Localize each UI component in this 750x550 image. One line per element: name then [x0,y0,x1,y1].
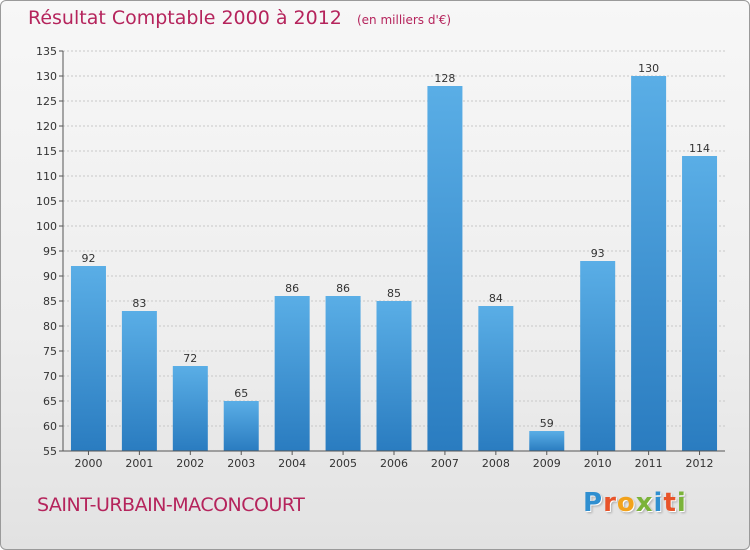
bar [529,431,565,451]
data-label: 86 [285,282,299,295]
x-tick-label: 2004 [278,457,306,470]
y-tick-label: 75 [43,345,57,358]
data-label: 114 [689,142,710,155]
data-label: 83 [132,297,146,310]
x-tick-label: 2008 [482,457,510,470]
y-tick-label: 130 [36,70,57,83]
x-tick-label: 2007 [431,457,459,470]
x-tick-label: 2006 [380,457,408,470]
data-label: 65 [234,387,248,400]
data-label: 86 [336,282,350,295]
chart-title: Résultat Comptable 2000 à 2012 [28,7,342,29]
data-label: 72 [183,352,197,365]
x-tick-label: 2002 [176,457,204,470]
y-tick-label: 70 [43,370,57,383]
bar [70,266,106,451]
town-name: SAINT-URBAIN-MACONCOURT [37,494,305,516]
x-tick-label: 2011 [635,457,663,470]
bar [121,311,157,451]
y-tick-label: 80 [43,320,57,333]
brand-logo: Proxiti [583,488,687,518]
brand-letter: t [663,488,677,518]
bar [427,86,463,451]
bar [274,296,310,451]
x-tick-label: 2010 [584,457,612,470]
y-tick-label: 60 [43,420,57,433]
y-tick-label: 95 [43,245,57,258]
brand-letter: i [676,488,687,518]
x-tick-label: 2003 [227,457,255,470]
brand-letter: P [583,488,604,518]
y-tick-label: 125 [36,95,57,108]
x-tick-label: 2005 [329,457,357,470]
title-row: Résultat Comptable 2000 à 2012 (en milli… [28,7,451,29]
data-label: 85 [387,287,401,300]
y-tick-label: 135 [36,45,57,58]
bar [682,156,718,451]
bar [223,401,259,451]
data-label: 93 [591,247,605,260]
bar [376,301,412,451]
bar [631,76,667,451]
y-tick-label: 55 [43,445,57,458]
bar [325,296,361,451]
data-label: 92 [81,252,95,265]
y-tick-label: 85 [43,295,57,308]
x-tick-label: 2009 [533,457,561,470]
brand-letter: i [653,488,664,518]
chart-subtitle: (en milliers d'€) [356,13,452,27]
brand-letter: x [635,488,654,518]
data-label: 128 [434,72,455,85]
x-tick-label: 2001 [125,457,153,470]
y-tick-label: 110 [36,170,57,183]
y-tick-label: 120 [36,120,57,133]
bar [478,306,514,451]
data-label: 59 [540,417,554,430]
brand-letter: o [616,488,636,518]
y-tick-label: 65 [43,395,57,408]
data-label: 130 [638,62,659,75]
x-tick-label: 2000 [74,457,102,470]
data-label: 84 [489,292,503,305]
y-tick-label: 105 [36,195,57,208]
x-tick-label: 2012 [686,457,714,470]
bar [580,261,616,451]
brand-letter: r [603,488,617,518]
bar [172,366,208,451]
y-tick-label: 90 [43,270,57,283]
y-tick-label: 100 [36,220,57,233]
y-tick-label: 115 [36,145,57,158]
